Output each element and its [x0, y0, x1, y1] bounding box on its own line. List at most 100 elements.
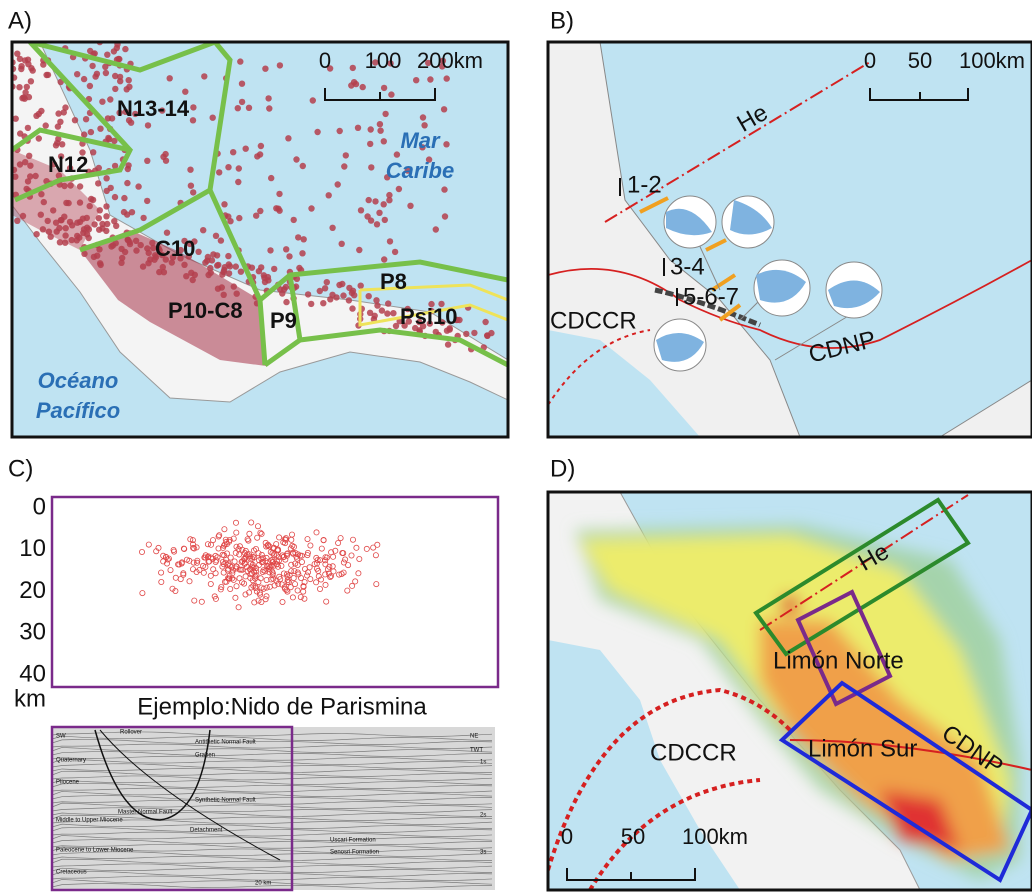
hypocenter: [245, 551, 252, 558]
hypocenter: [187, 536, 194, 543]
hypocenter: [205, 553, 212, 560]
epicenter: [27, 78, 35, 85]
hypocenter: [226, 537, 233, 544]
scale-label: 0: [561, 824, 573, 849]
epicenter: [235, 165, 242, 172]
hypocenter: [313, 560, 320, 567]
epicenter: [189, 117, 197, 124]
reflector: [51, 783, 493, 789]
hypocenter: [288, 531, 295, 538]
hypocenter: [304, 549, 311, 556]
section-label: NE: [470, 734, 478, 740]
epicenter: [125, 77, 132, 84]
hypocenter: [255, 562, 262, 569]
epicenter: [144, 197, 151, 205]
hypocenter: [338, 571, 345, 578]
epicenter: [235, 178, 242, 186]
hypocenter: [374, 541, 381, 548]
seismic-section: [50, 725, 495, 892]
epicenter: [74, 71, 81, 78]
epicenter: [257, 207, 264, 215]
epicenter: [238, 98, 246, 106]
hypocenter: [158, 579, 165, 586]
epicenter: [427, 76, 434, 83]
section-label: 3s: [480, 850, 486, 856]
epicenter: [212, 232, 220, 239]
epicenter: [124, 211, 131, 218]
epicenter: [216, 169, 223, 176]
hypocenter: [263, 593, 270, 600]
epicenter: [232, 263, 239, 270]
epicenter: [144, 122, 152, 129]
epicenter: [276, 62, 284, 69]
hypocenter: [180, 570, 187, 577]
epicenter: [356, 246, 363, 254]
hypocenter: [339, 550, 346, 557]
epicenter: [367, 140, 374, 148]
hypocenter: [301, 595, 308, 602]
epicenter: [181, 237, 188, 245]
hypocenter: [233, 529, 240, 536]
epicenter: [372, 198, 379, 205]
reflector: [51, 758, 493, 765]
epicenter: [443, 141, 450, 148]
epicenter: [225, 270, 233, 277]
scale-bar: 0 50 100km: [561, 824, 748, 881]
hypocenter: [300, 583, 307, 590]
hypocenter: [194, 557, 201, 564]
hypocenter: [353, 544, 360, 551]
epicenter: [102, 63, 109, 70]
reflector: [51, 856, 493, 861]
epicenter: [285, 135, 292, 142]
epicenter: [384, 310, 391, 317]
epicenter: [99, 98, 106, 105]
epicenter: [22, 159, 29, 166]
epicenter: [135, 183, 142, 190]
epicenter: [334, 181, 341, 188]
epicenter: [35, 135, 42, 142]
hypocenter: [232, 565, 239, 572]
section-label: Paleocene to Lower Miocene: [56, 848, 134, 854]
hypocenter: [252, 583, 259, 590]
epicenter: [24, 56, 32, 63]
epicenter: [233, 290, 240, 297]
section-label: SW: [56, 734, 66, 740]
hypocenter: [263, 584, 270, 591]
section-label: Quaternary: [56, 758, 86, 764]
reflector: [51, 799, 493, 805]
epicenter: [124, 236, 132, 244]
epicenter: [405, 318, 412, 325]
hypocenter: [189, 541, 196, 548]
hypocenter: [373, 581, 380, 588]
epicenter: [52, 219, 60, 226]
epicenter: [96, 226, 103, 233]
epicenter: [116, 55, 123, 63]
hypocenter: [283, 551, 290, 558]
epicenter: [236, 214, 243, 222]
hypocenter: [247, 571, 254, 578]
hypocenter: [180, 545, 187, 552]
hypocenter: [220, 569, 227, 576]
epicenter: [155, 244, 162, 252]
reflector: [51, 879, 493, 885]
hypocenter: [322, 557, 329, 564]
epicenter: [67, 182, 74, 189]
hypocenter: [260, 585, 267, 592]
hypocenter: [204, 541, 211, 548]
map-b: [548, 42, 1032, 437]
epicenter: [14, 50, 21, 57]
epicenter: [119, 254, 126, 262]
epicenter: [349, 305, 356, 312]
epicenter: [299, 250, 306, 257]
section-label: Synthetic Normal Fault: [195, 798, 256, 804]
epicenter: [225, 252, 232, 260]
hypocenter: [242, 547, 249, 554]
epicenter: [308, 300, 315, 308]
section-label: Uscari Formation: [330, 838, 376, 844]
epicenter: [404, 167, 411, 174]
section-label: TWT: [470, 748, 483, 754]
epicenter: [181, 261, 188, 268]
hypocenter: [258, 530, 265, 537]
epicenter: [56, 239, 64, 246]
epicenter: [404, 305, 411, 313]
